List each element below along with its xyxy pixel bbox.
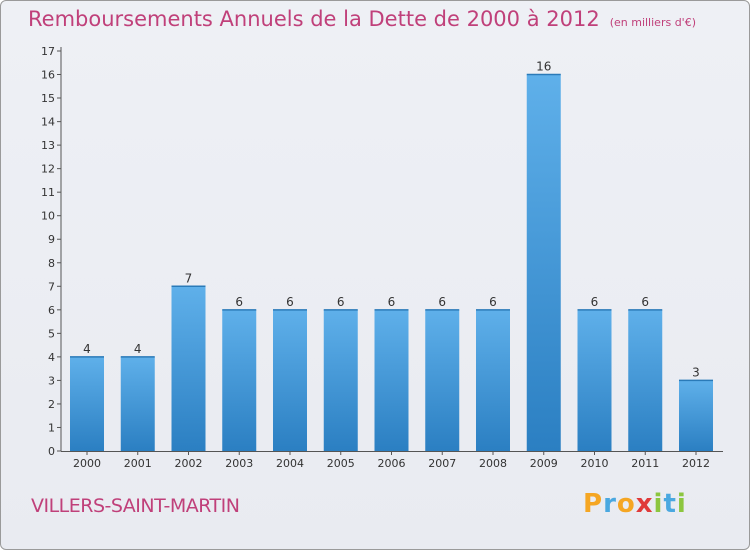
data-label: 3 — [692, 365, 700, 379]
y-tick-label: 8 — [48, 257, 55, 270]
y-tick-label: 13 — [41, 139, 55, 152]
data-label: 6 — [489, 295, 497, 309]
x-tick-label: 2002 — [175, 457, 203, 470]
y-tick-label: 11 — [41, 186, 55, 199]
y-tick-label: 16 — [41, 69, 55, 82]
x-tick-label: 2003 — [225, 457, 253, 470]
labels: 4 2000 4 2001 7 2002 6 2003 6 2004 6 2005 6 2006 6 2007… — [73, 60, 710, 470]
data-label: 4 — [134, 342, 142, 356]
bar — [323, 309, 358, 451]
x-tick-label: 2005 — [327, 457, 355, 470]
bar — [628, 309, 663, 451]
x-tick-label: 2009 — [530, 457, 558, 470]
logo-letter: i — [676, 489, 687, 519]
y-tick-label: 15 — [41, 92, 55, 105]
bars — [70, 73, 713, 451]
y-tick-label: 10 — [41, 210, 55, 223]
logo-letter: t — [663, 489, 677, 519]
data-label: 6 — [591, 295, 599, 309]
proxiti-logo: Proxiti — [583, 489, 687, 519]
data-label: 6 — [641, 295, 649, 309]
x-tick-label: 2007 — [428, 457, 456, 470]
y-tick-label: 12 — [41, 163, 55, 176]
data-label: 6 — [286, 295, 294, 309]
data-label: 16 — [536, 60, 551, 74]
y-tick-label: 5 — [48, 327, 55, 340]
data-label: 6 — [438, 295, 446, 309]
y-tick-label: 7 — [48, 280, 55, 293]
data-label: 4 — [83, 342, 91, 356]
y-tick-label: 4 — [48, 351, 55, 364]
bar — [70, 356, 104, 451]
logo-letter: i — [653, 489, 664, 519]
x-tick-label: 2001 — [124, 457, 152, 470]
x-tick-label: 2010 — [581, 457, 609, 470]
bar — [476, 309, 510, 451]
data-label: 6 — [337, 295, 345, 309]
y-tick-label: 17 — [41, 45, 55, 58]
y-tick-label: 9 — [48, 233, 55, 246]
chart-title: Remboursements Annuels de la Dette de 20… — [28, 7, 696, 31]
bar — [171, 286, 206, 451]
bar — [425, 309, 460, 451]
bar — [526, 74, 561, 451]
y-tick-label: 3 — [48, 374, 55, 387]
bar — [273, 309, 307, 451]
y-tick-label: 2 — [48, 398, 55, 411]
y-tick-label: 1 — [48, 421, 55, 434]
logo-letter: r — [603, 489, 617, 519]
chart-title-text: Remboursements Annuels de la Dette de 20… — [28, 7, 600, 31]
x-tick-label: 2008 — [479, 457, 507, 470]
data-label: 6 — [235, 295, 243, 309]
x-tick-label: 2006 — [378, 457, 406, 470]
bar — [374, 309, 409, 451]
town-name: VILLERS-SAINT-MARTIN — [31, 495, 240, 517]
y-tick-label: 14 — [41, 116, 55, 129]
data-label: 6 — [388, 295, 396, 309]
logo-letter: o — [616, 489, 636, 519]
y-tick-label: 0 — [48, 445, 55, 458]
bar — [222, 309, 257, 451]
logo-letter: P — [583, 489, 604, 519]
bar — [577, 309, 612, 451]
logo-letter: x — [635, 489, 654, 519]
y-tick-label: 6 — [48, 304, 55, 317]
data-label: 7 — [185, 271, 193, 285]
bar — [120, 356, 155, 451]
x-tick-label: 2000 — [73, 457, 101, 470]
bar — [679, 380, 713, 451]
x-tick-label: 2012 — [682, 457, 710, 470]
x-tick-label: 2011 — [631, 457, 659, 470]
chart-unit-note: (en milliers d'€) — [609, 16, 696, 29]
x-tick-label: 2004 — [276, 457, 304, 470]
